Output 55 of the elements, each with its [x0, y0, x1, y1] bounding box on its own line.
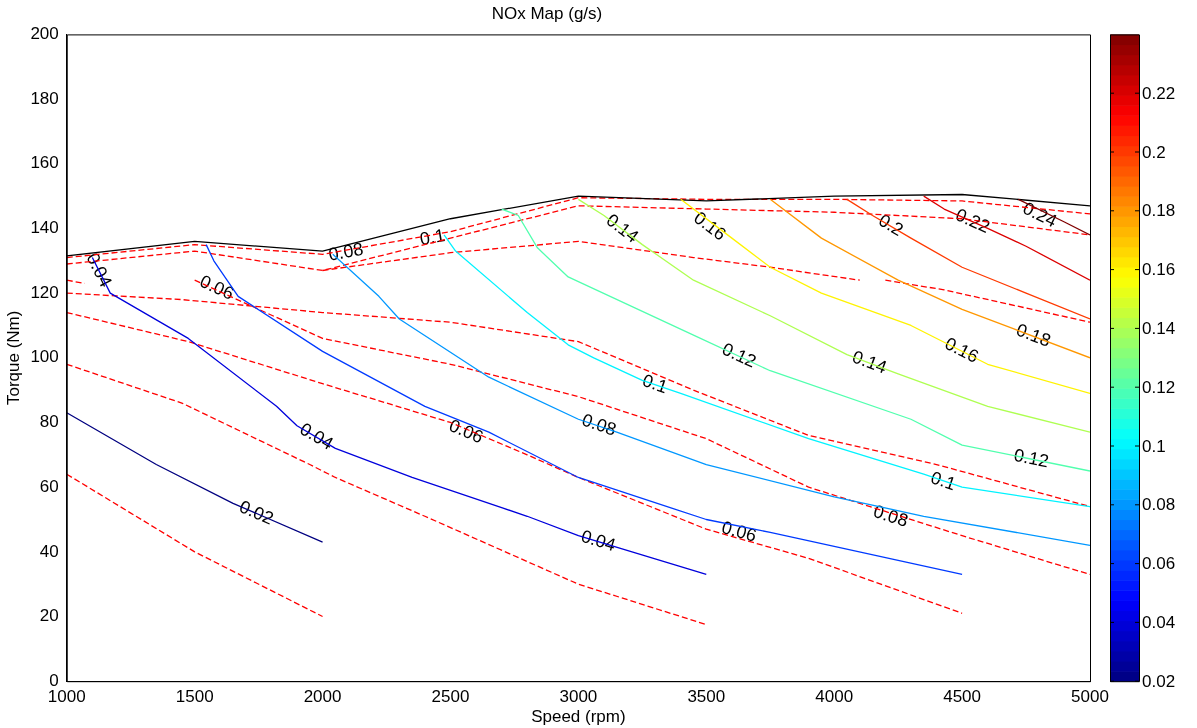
- annotation: 0.24: [1019, 197, 1060, 232]
- color-bar-label: 0.06: [1142, 554, 1176, 574]
- x-tick-label: 3000: [559, 687, 598, 707]
- annotation: 0.08: [326, 238, 365, 265]
- chart-title: NOx Map (g/s): [491, 3, 603, 23]
- annotation: 0.06: [719, 517, 759, 546]
- annotation: 0.06: [446, 415, 487, 448]
- annotation: 0.06: [196, 270, 237, 304]
- annotation: 0.16: [689, 207, 730, 245]
- annotation: 0.08: [579, 409, 619, 440]
- color-bar-label: 0.18: [1142, 201, 1176, 221]
- x-axis-title: Speed (rpm): [531, 707, 626, 727]
- y-tick-label: 140: [30, 218, 59, 238]
- x-tick-label: 3500: [687, 687, 726, 707]
- annotation: 0.22: [952, 204, 993, 237]
- y-axis-title: Torque (Nm): [3, 310, 23, 406]
- y-tick-label: 160: [30, 153, 59, 173]
- color-bar-label: 0.12: [1142, 377, 1176, 397]
- x-tick-label: 4000: [815, 687, 854, 707]
- annotation: 0.1: [928, 467, 959, 495]
- annotation: 0.12: [719, 338, 760, 372]
- color-bar-label: 0.08: [1142, 495, 1176, 515]
- color-bar-label: 0.16: [1142, 260, 1176, 280]
- x-tick-label: 5000: [1071, 687, 1109, 707]
- annotation: 0.08: [871, 501, 911, 531]
- x-tick-label: 4500: [943, 687, 982, 707]
- annotation: 0.02: [236, 496, 277, 529]
- annotation: 0.18: [1013, 319, 1054, 351]
- y-tick-label: 180: [30, 88, 59, 108]
- y-tick-label: 120: [30, 282, 59, 302]
- color-bar-label: 0.04: [1142, 613, 1176, 633]
- color-bar-label: 0.1: [1142, 436, 1166, 456]
- annotation: 0.2: [875, 209, 907, 240]
- annotation: 0.14: [602, 209, 643, 247]
- y-tick-label: 60: [39, 476, 59, 496]
- x-tick-label: 2500: [431, 687, 470, 707]
- y-tick-label: 80: [39, 412, 59, 432]
- x-tick-label: 1000: [47, 687, 86, 707]
- y-tick-label: 200: [30, 24, 59, 44]
- annotation: 0.14: [849, 346, 890, 378]
- annotation: 0.16: [941, 333, 982, 367]
- y-tick-label: 20: [39, 606, 59, 626]
- color-bar-label: 0.22: [1142, 83, 1176, 103]
- annotation: 0.12: [1012, 444, 1051, 472]
- y-tick-label: 100: [30, 347, 59, 367]
- annotation: 0.04: [296, 418, 337, 454]
- x-tick-label: 2000: [303, 687, 342, 707]
- y-tick-label: 0: [49, 670, 59, 690]
- color-bar-label: 0.2: [1142, 142, 1166, 162]
- y-tick-label: 40: [39, 541, 59, 561]
- annotation: 0.04: [578, 525, 619, 556]
- color-bar-label: 0.14: [1142, 319, 1176, 339]
- x-tick-label: 1500: [175, 687, 214, 707]
- annotation: 0.1: [639, 370, 670, 398]
- color-bar-label: 0.02: [1142, 671, 1176, 691]
